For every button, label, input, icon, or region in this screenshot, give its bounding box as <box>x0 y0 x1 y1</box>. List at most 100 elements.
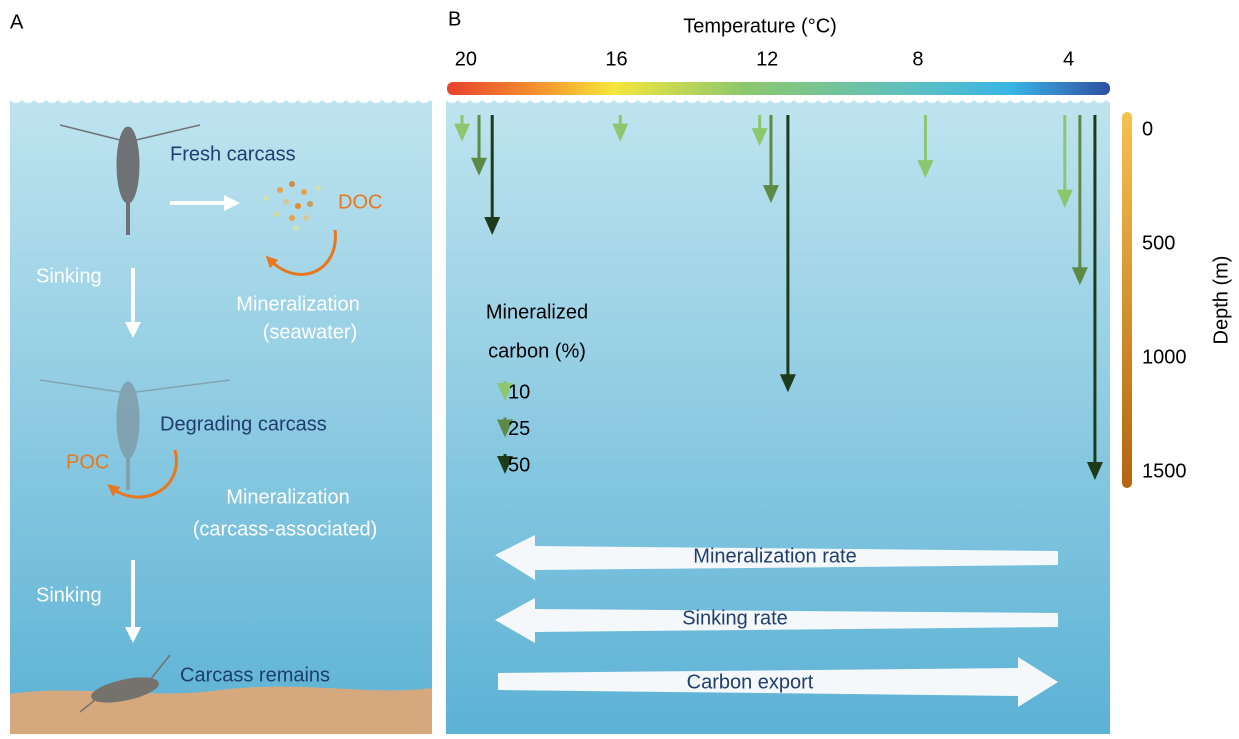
axis-title: Temperature (°C) <box>683 15 837 37</box>
wave <box>237 89 251 103</box>
wave <box>381 89 395 103</box>
label: (carcass-associated) <box>193 518 378 540</box>
panel-label: A <box>10 11 24 33</box>
wave <box>21 89 35 103</box>
mineralization-arrow <box>779 115 796 393</box>
label: POC <box>66 451 109 473</box>
mineralization-arrow <box>484 115 501 236</box>
legend-swatch <box>497 383 513 401</box>
arrow-head <box>1056 189 1073 208</box>
wave <box>285 89 299 103</box>
wave <box>141 89 155 103</box>
legend-label: 25 <box>508 418 530 440</box>
arrow-head <box>454 123 471 142</box>
y-tick-label: 1000 <box>1142 346 1187 368</box>
label: Mineralization <box>226 486 349 508</box>
mineralization-arrow <box>1056 115 1073 208</box>
legend-swatch <box>497 456 513 474</box>
y-tick-label: 500 <box>1142 232 1175 254</box>
wave <box>249 89 263 103</box>
cycle-arrow <box>265 229 337 276</box>
panel-b-water <box>446 98 1110 734</box>
wave <box>201 89 215 103</box>
wave <box>129 89 143 103</box>
mineralization-arrow <box>1086 115 1103 481</box>
label: Sinking <box>36 265 102 287</box>
arrow-head <box>751 128 768 147</box>
legend-title: Mineralized <box>486 301 588 323</box>
panel-label: B <box>448 8 461 30</box>
x-tick-label: 16 <box>605 48 627 70</box>
wave <box>273 89 287 103</box>
wave <box>213 89 227 103</box>
mineralization-arrow <box>917 115 934 179</box>
arrow-head <box>484 217 501 236</box>
label: (seawater) <box>263 321 357 343</box>
label: Fresh carcass <box>170 143 296 165</box>
label: Sinking <box>36 584 102 606</box>
label: Mineralization <box>236 293 359 315</box>
legend-swatch <box>497 419 513 438</box>
mineralization-arrow <box>471 115 488 176</box>
label: DOC <box>338 191 382 213</box>
trend-label: Mineralization rate <box>693 545 856 567</box>
krill-remains <box>79 654 171 713</box>
wave <box>33 89 47 103</box>
x-tick-label: 8 <box>912 48 923 70</box>
arrow-head <box>1086 462 1103 481</box>
arrow-head <box>1071 267 1088 286</box>
trend-arrow <box>495 598 1058 643</box>
wave <box>297 89 311 103</box>
arrow-head <box>762 185 779 204</box>
wave <box>69 89 83 103</box>
wave <box>429 89 443 103</box>
wave <box>405 89 419 103</box>
wave <box>81 89 95 103</box>
wave <box>153 89 167 103</box>
legend-label: 10 <box>508 381 530 403</box>
mineralization-arrow <box>612 115 629 142</box>
trend-label: Carbon export <box>687 671 814 693</box>
wave <box>369 89 383 103</box>
temperature-colorbar <box>447 82 1110 95</box>
wave <box>93 89 107 103</box>
krill-fresh <box>59 124 201 235</box>
mineralization-arrow <box>762 115 779 204</box>
legend-label: 50 <box>508 454 530 476</box>
trend-arrow <box>495 535 1058 580</box>
arrow-head <box>612 123 629 142</box>
wave <box>345 89 359 103</box>
wave <box>57 89 71 103</box>
trend-label: Sinking rate <box>682 607 788 629</box>
axis-title: Depth (m) <box>1210 256 1232 345</box>
arrow-head <box>917 160 934 179</box>
cycle-arrow <box>107 449 178 499</box>
wave <box>117 89 131 103</box>
y-tick-label: 0 <box>1142 119 1153 141</box>
trend-arrow <box>498 657 1058 707</box>
wave <box>357 89 371 103</box>
mineralization-arrow <box>1071 115 1088 286</box>
x-tick-label: 4 <box>1063 48 1074 70</box>
arrow-head <box>779 374 796 393</box>
wave <box>165 89 179 103</box>
wave <box>333 89 347 103</box>
wave <box>177 89 191 103</box>
mineralization-arrow <box>454 115 471 142</box>
wave <box>393 89 407 103</box>
wave <box>45 89 59 103</box>
arrow-head <box>471 157 488 176</box>
x-tick-label: 12 <box>756 48 778 70</box>
wave <box>309 89 323 103</box>
seafloor <box>10 686 432 734</box>
wave <box>417 89 431 103</box>
wave <box>321 89 335 103</box>
mineralization-arrow <box>751 115 768 147</box>
wave <box>189 89 203 103</box>
label: Carcass remains <box>180 664 330 686</box>
wave <box>105 89 119 103</box>
krill-degrading <box>39 379 231 490</box>
y-tick-label: 1500 <box>1142 460 1187 482</box>
